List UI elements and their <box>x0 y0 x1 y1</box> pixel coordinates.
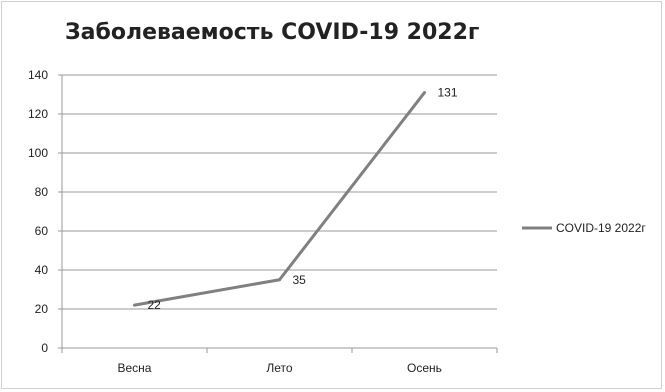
data-point <box>423 91 426 95</box>
data-label: 35 <box>293 273 307 287</box>
y-tick-label: 100 <box>28 146 48 160</box>
series-line <box>134 91 426 307</box>
legend: COVID-19 2022г <box>522 221 646 235</box>
legend-label: COVID-19 2022г <box>556 221 646 235</box>
x-tick-label: Весна <box>118 361 152 375</box>
data-label: 22 <box>148 298 162 312</box>
x-tick-label: Осень <box>407 361 442 375</box>
y-tick-label: 80 <box>35 185 49 199</box>
data-point <box>133 303 136 307</box>
x-tick-label: Лето <box>266 361 293 375</box>
chart-title: Заболеваемость COVID-19 2022г <box>65 20 480 45</box>
y-tick-label: 60 <box>35 224 49 238</box>
y-tick-label: 40 <box>35 263 49 277</box>
data-label: 131 <box>438 86 458 100</box>
y-tick-label: 140 <box>28 68 48 82</box>
y-tick-label: 20 <box>35 302 49 316</box>
data-point <box>278 278 281 282</box>
y-tick-label: 0 <box>41 341 48 355</box>
y-tick-label: 120 <box>28 107 48 121</box>
